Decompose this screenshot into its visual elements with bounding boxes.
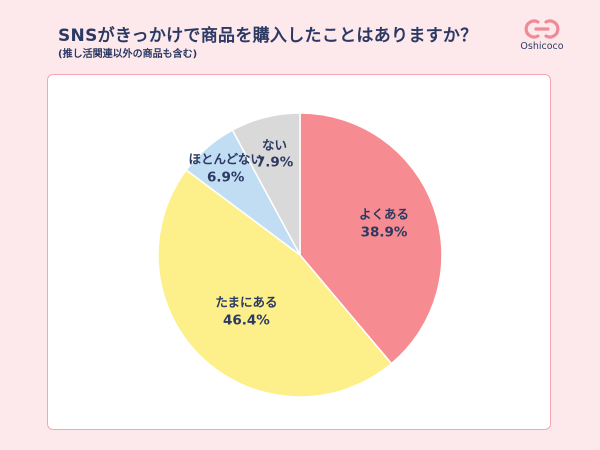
slice-value-label: 7.9% xyxy=(255,154,294,171)
slice-category-label: よくある xyxy=(359,206,410,222)
slice-value-label: 46.4% xyxy=(222,312,270,329)
slice-label-rarely: ほとんどない 6.9% xyxy=(189,151,263,186)
slice-category-label: たまにある xyxy=(215,294,278,310)
oshicoco-logo-icon xyxy=(524,19,560,39)
logo-text: Oshicoco xyxy=(520,41,564,52)
chart-subtitle: (推し活関連以外の商品も含む) xyxy=(58,49,198,60)
slice-value-label: 6.9% xyxy=(207,169,245,186)
slice-label-never: ない 7.9% xyxy=(256,137,293,172)
brand-logo: Oshicoco xyxy=(510,18,574,52)
pie-chart xyxy=(157,112,443,398)
chart-card: よくある 38.9% たまにある 46.4% ほとんどない 6.9% ない 7.9% xyxy=(47,74,551,430)
slice-label-sometimes: たまにある 46.4% xyxy=(215,294,277,329)
slice-label-often: よくある 38.9% xyxy=(359,207,409,242)
slice-value-label: 38.9% xyxy=(360,224,408,241)
slice-category-label: ほとんどない xyxy=(188,151,263,167)
pie-slice-often xyxy=(299,112,443,365)
chart-title: SNSがきっかけで商品を購入したことはありますか？ xyxy=(58,26,478,46)
pie-slice-never xyxy=(231,112,301,256)
slice-category-label: ない xyxy=(262,136,288,152)
pie-slice-sometimes xyxy=(157,168,393,398)
